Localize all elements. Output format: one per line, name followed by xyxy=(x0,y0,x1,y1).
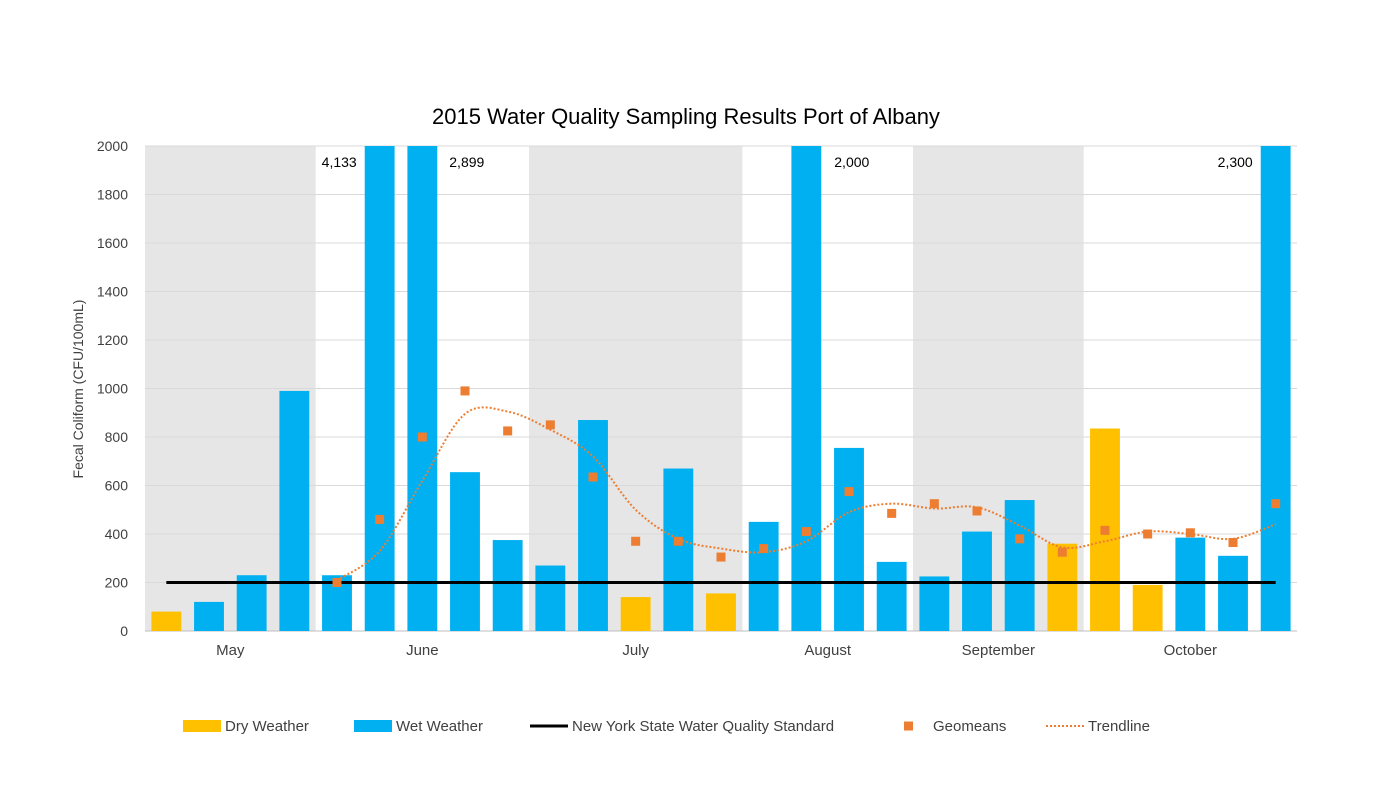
y-tick-label: 600 xyxy=(105,478,129,494)
legend: Dry Weather Wet Weather New York State Wat… xyxy=(183,718,1150,735)
geomean-point xyxy=(887,508,897,518)
bar-wet xyxy=(450,472,480,631)
geomean-point xyxy=(801,527,811,537)
bar-wet xyxy=(791,146,822,631)
bar-wet xyxy=(194,601,224,631)
bar-wet xyxy=(1004,500,1035,631)
bar-wet xyxy=(748,521,779,631)
bar-wet xyxy=(364,146,395,631)
y-axis-label: Fecal Coliform (CFU/100mL) xyxy=(70,300,86,479)
x-tick-label-july: July xyxy=(622,642,649,659)
geomean-point xyxy=(1057,547,1067,557)
geomean-point xyxy=(375,514,385,524)
bar-wet xyxy=(407,146,438,631)
y-tick-label: 1600 xyxy=(97,235,128,251)
bar-wet xyxy=(535,565,566,631)
y-tick-label: 2000 xyxy=(97,138,128,154)
geomean-point xyxy=(1100,525,1110,535)
geomean-point xyxy=(1143,529,1153,539)
legend-label-standard: New York State Water Quality Standard xyxy=(572,718,834,735)
geomean-point xyxy=(503,426,513,436)
geomeans-group xyxy=(332,386,1281,587)
bar-dry xyxy=(706,593,736,631)
x-tick-label-may: May xyxy=(216,642,245,659)
overflow-labels: 4,133 2,899 2,000 2,300 xyxy=(322,154,1253,170)
bar-dry xyxy=(620,597,651,631)
x-tick-label-august: August xyxy=(804,642,852,659)
geomean-point xyxy=(972,506,982,516)
geomean-point xyxy=(1271,499,1281,509)
legend-swatch-dry xyxy=(183,720,221,732)
geomean-point xyxy=(673,536,683,546)
overflow-value-label: 2,899 xyxy=(449,154,484,170)
y-tick-label: 0 xyxy=(120,623,128,639)
legend-label-geomeans: Geomeans xyxy=(933,718,1006,735)
bar-wet xyxy=(834,447,864,631)
geomean-point xyxy=(844,487,854,497)
x-tick-label-september: September xyxy=(962,642,1035,659)
bar-wet xyxy=(663,468,694,631)
legend-label-wet: Wet Weather xyxy=(396,718,483,735)
x-axis: May June July August September October xyxy=(216,642,1217,659)
geomean-point xyxy=(545,420,555,430)
geomean-point xyxy=(759,544,769,554)
x-tick-label-october: October xyxy=(1164,642,1217,659)
geomean-point xyxy=(1228,537,1238,547)
bar-wet xyxy=(1260,146,1291,631)
geomean-point xyxy=(631,536,641,546)
y-axis: 0 200 400 600 800 1000 1200 1400 1600 1800 2000 xyxy=(97,138,128,639)
bar-wet xyxy=(578,420,608,631)
y-tick-label: 1200 xyxy=(97,332,128,348)
bar-wet xyxy=(236,575,267,631)
x-tick-label-june: June xyxy=(406,642,439,659)
overflow-value-label: 2,300 xyxy=(1218,154,1253,170)
bar-wet xyxy=(876,561,907,631)
geomean-point xyxy=(417,432,427,442)
trendline xyxy=(336,406,1277,581)
y-tick-label: 400 xyxy=(105,526,129,542)
trendline-group xyxy=(336,406,1277,581)
bars xyxy=(151,146,1291,631)
y-tick-label: 1800 xyxy=(97,187,128,203)
bar-dry xyxy=(151,611,182,631)
geomean-point xyxy=(588,472,598,482)
y-tick-label: 1000 xyxy=(97,381,128,397)
bar-dry xyxy=(1047,543,1078,631)
bar-dry xyxy=(1132,584,1163,631)
bar-wet xyxy=(279,390,310,631)
bar-wet xyxy=(1218,555,1248,631)
overflow-value-label: 2,000 xyxy=(834,154,869,170)
geomean-point xyxy=(716,552,726,562)
legend-swatch-wet xyxy=(354,720,392,732)
geomean-point xyxy=(1015,534,1025,544)
bar-wet xyxy=(1175,537,1206,631)
overflow-value-label: 4,133 xyxy=(322,154,357,170)
geomean-point xyxy=(929,499,939,509)
legend-swatch-geomeans xyxy=(904,721,913,731)
chart-title: 2015 Water Quality Sampling Results Port… xyxy=(432,104,940,129)
y-tick-label: 1400 xyxy=(97,284,128,300)
geomean-point xyxy=(460,386,470,396)
geomean-point xyxy=(1185,528,1195,538)
geomean-point xyxy=(332,578,342,587)
bar-wet xyxy=(919,576,950,631)
y-tick-label: 200 xyxy=(105,575,129,591)
legend-label-dry: Dry Weather xyxy=(225,718,309,735)
y-tick-label: 800 xyxy=(105,429,129,445)
bar-wet xyxy=(492,540,523,631)
legend-label-trendline: Trendline xyxy=(1088,718,1150,735)
